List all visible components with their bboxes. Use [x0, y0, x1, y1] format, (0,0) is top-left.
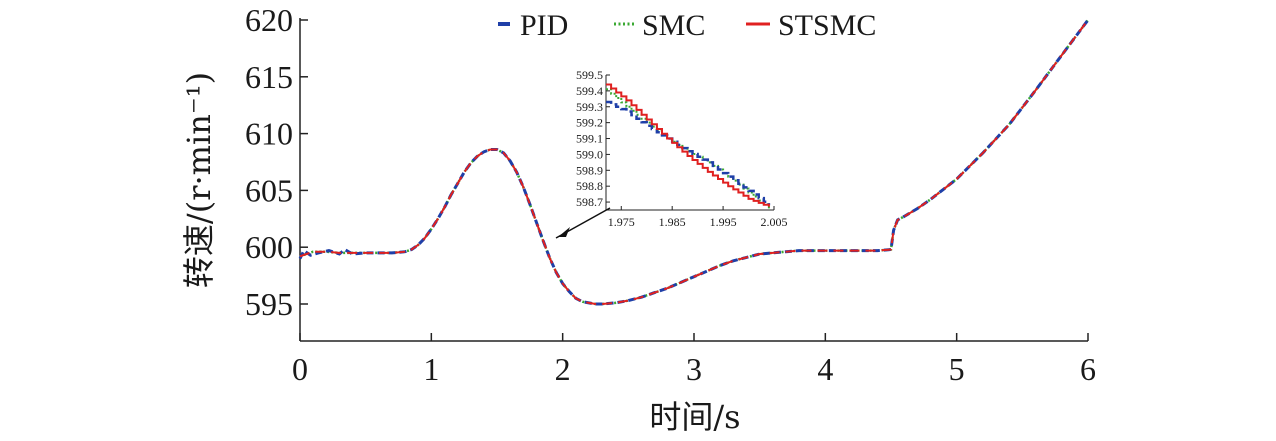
inset-y-tick-label: 599.2 — [576, 116, 603, 130]
legend-label-stsmc: STSMC — [778, 9, 876, 42]
legend-item-stsmc: STSMC — [746, 9, 876, 42]
y-tick-label: 600 — [245, 229, 293, 265]
x-axis-title: 时间/s — [649, 398, 740, 436]
legend-label-smc: SMC — [642, 9, 705, 42]
y-tick-label: 605 — [245, 172, 293, 208]
inset-y-tick-label: 598.9 — [576, 163, 603, 177]
y-tick-label: 595 — [245, 286, 293, 322]
legend-item-pid: PID — [498, 9, 568, 42]
legend-item-smc: SMC — [614, 9, 705, 42]
inset-series-pid — [606, 100, 771, 206]
series-stsmc-line — [299, 19, 1089, 305]
inset-x-tick-label: 1.985 — [659, 215, 686, 229]
x-tick-label: 3 — [686, 351, 702, 387]
tick-labels: 0 1 2 3 4 5 6 595 600 605 610 615 620 — [245, 2, 1096, 387]
inset-y-tick-label: 598.7 — [576, 195, 603, 209]
legend: PID SMC STSMC — [498, 9, 876, 42]
inset-y-tick-label: 598.8 — [576, 179, 603, 193]
inset-y-tick-label: 599.3 — [576, 100, 603, 114]
x-tick-label: 2 — [555, 351, 571, 387]
x-tick-label: 4 — [817, 351, 833, 387]
x-tick-label: 5 — [949, 351, 965, 387]
x-tick-label: 6 — [1080, 351, 1096, 387]
arrow-head — [558, 227, 570, 237]
x-tick-label: 0 — [292, 351, 308, 387]
x-tick-label: 1 — [423, 351, 439, 387]
y-tick-label: 610 — [245, 116, 293, 152]
inset-series-stsmc — [606, 83, 770, 207]
y-axis-title: 转速/(r·min⁻¹) — [180, 72, 218, 288]
plot-lines — [298, 19, 1090, 306]
inset-y-tick-label: 599.5 — [576, 68, 603, 82]
legend-label-pid: PID — [520, 9, 568, 42]
inset-lines — [606, 83, 771, 209]
axes — [299, 18, 1089, 342]
inset-pointer-arrow — [555, 207, 611, 239]
inset-x-tick-label: 1.975 — [608, 215, 635, 229]
y-tick-label: 620 — [245, 2, 293, 38]
inset-y-tick-label: 599.1 — [576, 132, 603, 146]
inset-y-tick-label: 599.4 — [576, 84, 603, 98]
inset-y-tick-label: 599.0 — [576, 147, 603, 161]
y-tick-label: 615 — [245, 59, 293, 95]
inset-x-tick-label: 2.005 — [761, 215, 788, 229]
inset-x-tick-label: 1.995 — [710, 215, 737, 229]
